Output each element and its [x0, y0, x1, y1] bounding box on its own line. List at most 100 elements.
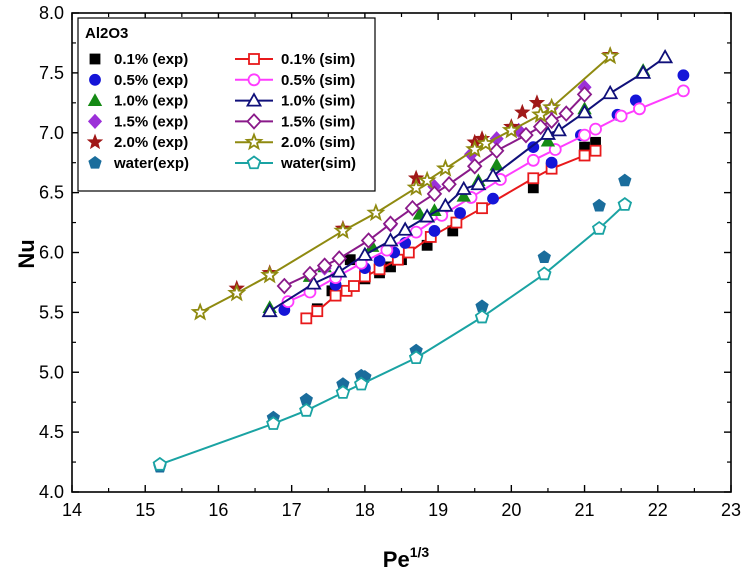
data-point-water-sim	[353, 376, 369, 391]
data-point-1-0-sim	[356, 246, 373, 261]
data-point-2-0-sim	[476, 133, 496, 152]
data-point-water-sim	[152, 456, 168, 471]
legend-marker-exp	[86, 133, 104, 150]
data-point-1-5-sim	[518, 126, 534, 144]
data-point-water-sim	[474, 309, 490, 324]
x-axis-title-superscript: 1/3	[410, 544, 430, 560]
legend-marker-exp	[89, 73, 101, 86]
data-point-1-0-exp	[456, 188, 471, 202]
data-point-0-1-sim	[402, 246, 415, 259]
y-tick-label: 7.0	[39, 123, 64, 143]
data-point-1-5-sim	[382, 215, 399, 233]
y-tick-label: 8.0	[39, 3, 64, 23]
x-tick-label: 17	[282, 500, 302, 520]
data-point-1-5-sim	[558, 105, 574, 122]
data-point-water-exp	[592, 198, 606, 212]
data-point-2-0-exp	[528, 94, 546, 110]
data-point-0-5-exp	[428, 225, 441, 237]
data-point-1-0-sim	[576, 104, 593, 119]
series-line-1-5-sim	[283, 93, 586, 287]
data-point-0-1-sim	[527, 172, 540, 185]
data-point-1-5-sim	[404, 199, 421, 217]
legend-label-sim: 0.5% (sim)	[281, 72, 355, 89]
data-point-1-0-exp	[540, 133, 556, 147]
x-axis-title-main: Pe	[383, 547, 410, 572]
data-point-1-0-sim	[331, 263, 348, 278]
legend-label-sim: water(sim)	[280, 155, 356, 172]
data-point-2-0-sim	[542, 97, 562, 116]
x-tick-label: 16	[208, 500, 228, 520]
legend-marker-exp	[88, 156, 102, 169]
legend-marker-sim	[246, 155, 262, 170]
series-1-5-sim	[276, 86, 593, 295]
data-point-1-0-sim	[437, 197, 454, 212]
y-tick-label: 6.0	[39, 243, 64, 263]
legend-marker-sim	[246, 113, 262, 130]
y-tick-label: 5.5	[39, 302, 64, 322]
data-point-0-1-sim	[329, 289, 342, 302]
legend: Al2O3 0.1% (exp) 0.1% (sim) 0.5% (exp) 0.5% …	[77, 17, 376, 192]
y-axis-title: Nu	[14, 239, 39, 268]
series-0-5-sim	[281, 84, 690, 308]
x-tick-label: 21	[575, 500, 595, 520]
legend-marker-exp	[87, 113, 103, 129]
data-point-1-5-sim	[543, 112, 560, 130]
legend-marker-sim	[245, 92, 263, 107]
data-point-1-5-sim	[331, 250, 347, 267]
axes: 14 15 16 17 18 19 20 21 22 23 4.0 4.5 5.0 5.5 6.0 6.5 7.…	[39, 3, 741, 520]
data-point-2-0-sim	[501, 120, 521, 139]
data-point-1-0-sim	[484, 167, 502, 182]
data-point-2-0-sim	[435, 158, 455, 177]
data-point-1-0-sim	[602, 84, 619, 100]
legend-label-exp: 1.5% (exp)	[114, 113, 188, 130]
legend-label-exp: 0.5% (exp)	[114, 72, 188, 89]
legend-title: Al2O3	[85, 25, 128, 42]
series-water-sim	[152, 196, 633, 471]
data-point-1-0-sim	[419, 208, 436, 223]
data-point-water-sim	[266, 416, 281, 430]
data-point-0-1-sim	[348, 280, 360, 292]
legend-marker-sim	[247, 73, 261, 87]
x-tick-label: 18	[355, 500, 375, 520]
legend-label-sim: 0.1% (sim)	[281, 51, 355, 68]
data-point-water-sim	[335, 384, 351, 399]
data-point-0-1-sim	[311, 305, 324, 318]
data-point-1-5-sim	[302, 265, 318, 283]
data-point-0-5-exp	[527, 141, 540, 154]
x-axis-title: Pe1/3	[383, 544, 430, 572]
series-line-water-sim	[159, 203, 626, 466]
data-point-1-0-sim	[382, 232, 399, 247]
data-point-1-5-sim	[466, 157, 483, 175]
x-tick-label: 23	[721, 500, 741, 520]
legend-label-sim: 1.5% (sim)	[281, 113, 355, 130]
legend-label-sim: 1.0% (sim)	[281, 93, 355, 110]
x-tick-label: 22	[648, 500, 668, 520]
data-point-0-5-sim	[409, 225, 423, 239]
data-point-0-1-sim	[578, 149, 591, 162]
legend-label-exp: water(exp)	[113, 155, 189, 172]
data-point-1-0-sim	[657, 48, 674, 64]
data-point-0-1-sim	[450, 216, 463, 229]
data-point-2-0-sim	[190, 302, 210, 321]
series-line-2-0-sim	[199, 55, 611, 314]
legend-box	[77, 17, 376, 192]
data-point-0-5-sim	[633, 102, 646, 116]
data-point-water-sim	[591, 220, 607, 235]
legend-label-exp: 2.0% (exp)	[114, 134, 188, 151]
data-point-water-exp	[618, 173, 632, 187]
data-point-0-1-sim	[300, 312, 313, 325]
data-point-2-0-sim	[600, 46, 620, 65]
x-tick-label: 14	[62, 500, 82, 520]
data-point-0-5-exp	[373, 254, 386, 267]
data-point-0-5-sim	[589, 122, 602, 136]
data-point-0-5-sim	[578, 128, 591, 142]
data-point-2-0-sim	[531, 104, 551, 123]
legend-label-sim: 2.0% (sim)	[281, 134, 355, 151]
legend-marker-sim	[244, 132, 264, 151]
data-point-1-0-sim	[470, 175, 487, 191]
data-point-0-1-exp	[527, 182, 539, 194]
data-point-1-5-sim	[532, 118, 549, 136]
data-point-1-5-sim	[360, 232, 377, 249]
